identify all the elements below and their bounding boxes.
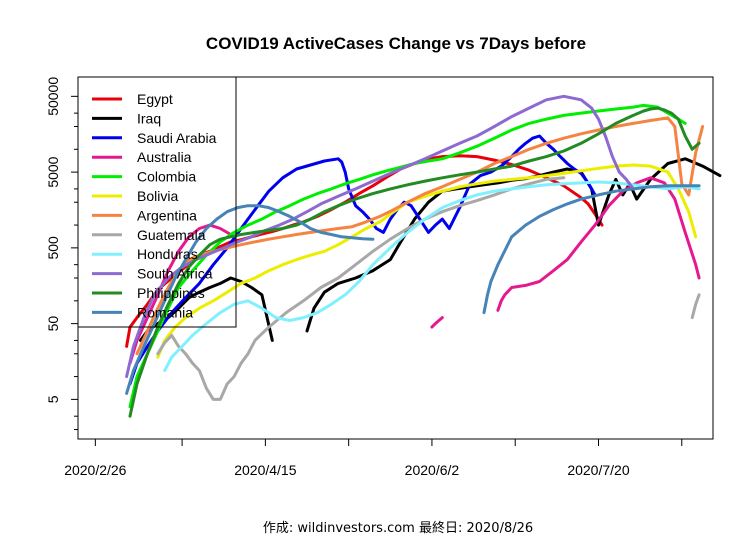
legend-label: Argentina bbox=[137, 207, 197, 223]
legend-label: Guatemala bbox=[137, 227, 206, 243]
legend-label: Honduras bbox=[137, 246, 198, 262]
x-tick-label: 2020/4/15 bbox=[234, 462, 296, 478]
series-line bbox=[128, 103, 687, 409]
chart-caption: 作成: wildinvestors.com 最終日: 2020/8/26 bbox=[263, 520, 533, 536]
series-line bbox=[125, 184, 701, 395]
y-tick-label: 500 bbox=[45, 236, 61, 260]
series-line bbox=[128, 134, 597, 386]
y-tick-label: 5 bbox=[45, 395, 61, 403]
legend-label: Romania bbox=[137, 304, 193, 320]
axes-layer: 2020/2/26 2020/4/15 2020/6/2 2020/7/20 5 50 50… bbox=[45, 77, 683, 478]
series-line bbox=[163, 180, 701, 373]
y-tick-label: 5000 bbox=[45, 156, 61, 187]
y-tick-label: 50 bbox=[45, 316, 61, 332]
series-line bbox=[135, 116, 705, 356]
x-tick-label: 2020/6/2 bbox=[405, 462, 460, 478]
legend-box bbox=[77, 76, 237, 328]
legend-label: Bolivia bbox=[137, 188, 178, 204]
legend-label: Egypt bbox=[137, 91, 173, 107]
legend-label: South Africa bbox=[137, 266, 213, 282]
legend-label: Colombia bbox=[137, 169, 196, 185]
series-line bbox=[128, 176, 701, 365]
x-tick-label: 2020/2/26 bbox=[64, 462, 126, 478]
y-tick-label: 50000 bbox=[45, 77, 61, 116]
series-layer bbox=[125, 94, 722, 418]
legend-label: Philippines bbox=[137, 285, 205, 301]
legend-label: Saudi Arabia bbox=[137, 130, 217, 146]
x-tick-label: 2020/7/20 bbox=[567, 462, 629, 478]
legend-label: Iraq bbox=[137, 110, 161, 126]
series-line bbox=[156, 176, 701, 401]
series-line bbox=[128, 106, 701, 418]
legend: Egypt Iraq Saudi Arabia Australia Colombia Bo… bbox=[77, 76, 237, 328]
chart-title: COVID19 ActiveCases Change vs 7Days befo… bbox=[206, 34, 586, 53]
legend-label: Australia bbox=[137, 149, 192, 165]
